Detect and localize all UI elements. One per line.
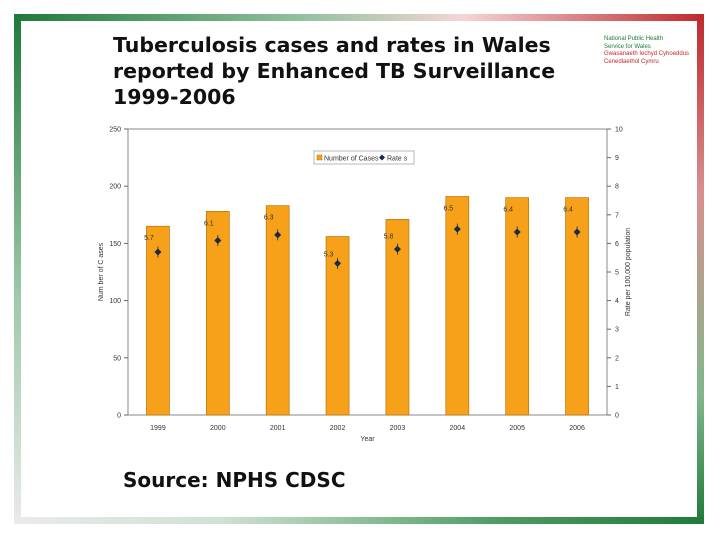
x-axis-tick-label-1999: 1999: [150, 425, 166, 432]
logo-text-cy-2: Cenedlaethol Cymru: [604, 58, 659, 65]
rate-data-label-2003: 5.8: [384, 233, 394, 240]
plot-area: [127, 128, 608, 416]
bar-2004: [445, 196, 470, 416]
bar-2002: [325, 236, 350, 416]
rate-data-label-2002: 5.3: [324, 252, 334, 259]
legend-label-cases: Number of Cases: [324, 156, 379, 163]
rate-data-label-1999: 5.7: [144, 235, 154, 242]
y-axis-tick-label: 0: [117, 413, 121, 420]
bar-2006: [565, 197, 589, 416]
nphs-logo: National Public Health Service for Wales…: [604, 36, 696, 66]
source-note: Source: NPHS CDSC: [123, 468, 346, 492]
x-axis-tick-label-2003: 2003: [390, 425, 406, 432]
y2-axis-tick-label: 4: [615, 298, 619, 305]
y-axis-tick-label: 50: [113, 355, 121, 362]
rate-data-label-2000: 6.1: [204, 220, 214, 227]
y2-axis-tick-label: 0: [615, 413, 619, 420]
logo-text-en-2: Service for Wales: [604, 43, 651, 50]
bar-2001: [265, 205, 290, 416]
x-axis-tick-label-2006: 2006: [569, 425, 585, 432]
y2-axis-tick-label: 9: [615, 155, 619, 162]
y2-axis-tick-label: 1: [615, 384, 619, 391]
bar-2005: [505, 197, 530, 416]
y-axis-tick-label: 250: [109, 127, 121, 134]
slide-title: Tuberculosis cases and rates in Wales re…: [113, 32, 583, 110]
slide-title-line-3: 1999-2006: [113, 85, 236, 109]
rate-data-label-2005: 6.4: [503, 207, 513, 214]
legend-label-rates: Rate s: [387, 156, 408, 163]
bar-1999: [146, 225, 170, 416]
rate-data-label-2001: 6.3: [264, 215, 274, 222]
y2-axis-tick-label: 6: [615, 241, 619, 248]
y2-axis-tick-label: 10: [615, 127, 623, 134]
y-axis-tick-label: 200: [109, 184, 121, 191]
x-axis-label: Year: [360, 436, 375, 443]
slide-title-line-2: reported by Enhanced TB Surveillance: [113, 59, 556, 83]
slide-frame-top: [14, 14, 704, 21]
x-axis-tick-label-2005: 2005: [509, 425, 525, 432]
y-axis-tick-label: 150: [109, 241, 121, 248]
bar-2000: [205, 211, 230, 416]
x-axis-tick-label-2004: 2004: [450, 425, 466, 432]
x-axis-tick-label-2000: 2000: [210, 425, 226, 432]
logo-text-en-1: National Public Health: [604, 36, 664, 42]
y-axis-tick-label: 100: [109, 298, 121, 305]
y2-axis-label: Rate per 100,000 population: [625, 228, 632, 316]
rate-data-label-2006: 6.4: [563, 207, 573, 214]
y-axis-label: Num ber of C ases: [98, 242, 105, 301]
rate-data-label-2004: 6.5: [443, 205, 453, 212]
legend-box: [313, 150, 415, 165]
logo-text-cy-1: Gwasanaeth Iechyd Cyhoeddus: [604, 51, 690, 57]
y2-axis-tick-label: 2: [615, 355, 619, 362]
y2-axis-tick-label: 5: [615, 270, 619, 277]
x-axis-tick-label-2001: 2001: [270, 425, 286, 432]
legend-swatch-rates: [379, 154, 385, 161]
slide-title-line-1: Tuberculosis cases and rates in Wales: [113, 33, 551, 57]
y2-axis-tick-label: 8: [615, 184, 619, 191]
slide-frame-left: [14, 14, 21, 524]
bar-2003: [385, 219, 410, 416]
x-axis-tick-label-2002: 2002: [330, 425, 346, 432]
y2-axis-tick-label: 3: [615, 327, 619, 334]
slide-frame-right: [697, 14, 704, 524]
legend-swatch-cases: [316, 154, 323, 161]
y2-axis-tick-label: 7: [615, 212, 619, 219]
slide-frame-bottom: [14, 517, 704, 524]
